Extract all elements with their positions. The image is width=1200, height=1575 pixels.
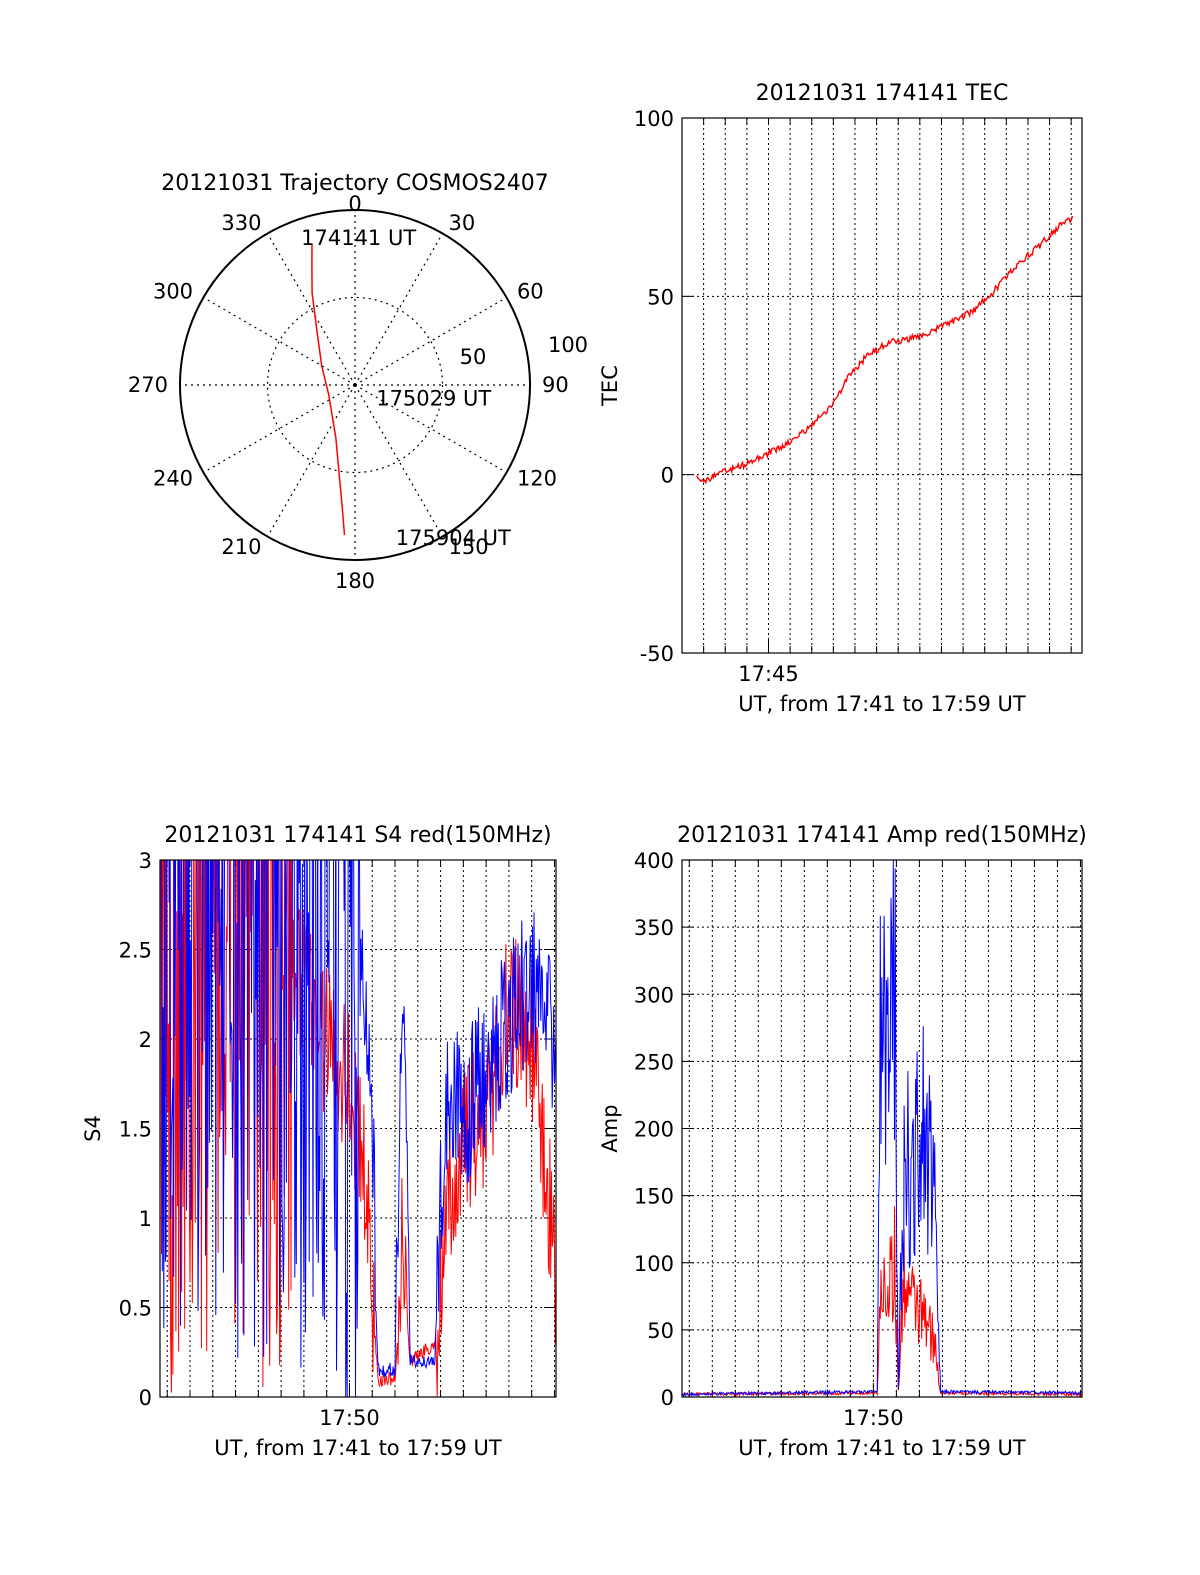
y-axis-label: Amp	[598, 1104, 622, 1152]
y-tick-label: 100	[634, 107, 674, 131]
chart-title: 20121031 174141 TEC	[756, 81, 1009, 106]
polar-azimuth-label: 30	[449, 211, 476, 235]
y-tick-label: 0	[661, 464, 674, 488]
polar-spoke-60	[354, 296, 507, 386]
series-group	[160, 860, 556, 1397]
plot-frame	[681, 117, 1083, 654]
y-tick-label: 50	[647, 285, 674, 309]
y-axis-label: S4	[81, 1115, 105, 1142]
x-tick-label: 17:45	[738, 662, 799, 686]
x-tick-label: 17:50	[843, 1406, 904, 1430]
polar-azimuth-label: 240	[153, 467, 193, 491]
x-tick-label: 17:50	[319, 1406, 380, 1430]
polar-chart-title: 20121031 Trajectory COSMOS2407	[161, 171, 548, 196]
chart-title: 20121031 174141 Amp red(150MHz)	[677, 823, 1087, 848]
polar-spoke-150	[354, 384, 444, 537]
polar-ring-50	[266, 296, 444, 474]
chart-2: 20121031 174141 S4 red(150MHz) 0 0.5 1 1.5 2 2…	[81, 823, 557, 1460]
polar-azimuth-label: 270	[128, 373, 168, 397]
polar-radial-label: 100	[548, 333, 588, 357]
y-tick-label: -50	[640, 642, 674, 666]
y-tick-label: 0.5	[119, 1297, 152, 1321]
polar-azimuth-label: 0	[348, 192, 361, 216]
polar-spoke-120	[354, 384, 507, 474]
polar-azimuth-label: 150	[449, 535, 489, 559]
x-axis-label: UT, from 17:41 to 17:59 UT	[214, 1436, 502, 1460]
y-tick-label: 1	[139, 1207, 152, 1231]
polar-spoke-30	[354, 233, 444, 386]
y-tick-label: 300	[634, 983, 674, 1007]
plot-frame	[159, 859, 557, 1398]
x-axis-label: UT, from 17:41 to 17:59 UT	[738, 692, 1026, 716]
polar-azimuth-label: 330	[221, 211, 261, 235]
chart-title: 20121031 174141 S4 red(150MHz)	[164, 823, 551, 848]
polar-azimuth-label: 120	[517, 467, 557, 491]
y-tick-label: 0	[139, 1386, 152, 1410]
polar-radial-label: 50	[460, 345, 487, 369]
polar-azimuth-label: 180	[335, 569, 375, 593]
polar-azimuth-label: 210	[221, 535, 261, 559]
polar-spoke-210	[266, 384, 356, 537]
chart-3: 20121031 174141 Amp red(150MHz) 0 50 100 150…	[598, 823, 1087, 1460]
polar-azimuth-label: 90	[542, 373, 569, 397]
y-tick-label: 200	[634, 1118, 674, 1142]
y-tick-label: 0	[661, 1386, 674, 1410]
x-axis-label: UT, from 17:41 to 17:59 UT	[738, 1436, 1026, 1460]
series-group	[696, 216, 1074, 485]
polar-time-annotation: 174141 UT	[301, 226, 416, 250]
series-line-0000ff	[682, 860, 1082, 1397]
y-tick-label: 100	[634, 1252, 674, 1276]
series-line-0000ff	[161, 860, 556, 1397]
series-line-ff0000	[696, 216, 1074, 485]
polar-time-annotation: 175904 UT	[396, 526, 511, 550]
y-axis-label: TEC	[598, 365, 622, 407]
polar-spoke-240	[203, 384, 356, 474]
y-tick-label: 400	[634, 849, 674, 873]
chart-1: 20121031 174141 TEC -50 0 50 100 17:45 UT, fro…	[598, 81, 1083, 716]
series-group	[682, 860, 1082, 1397]
y-tick-label: 350	[634, 916, 674, 940]
y-tick-label: 1.5	[119, 1118, 152, 1142]
polar-azimuth-label: 60	[517, 280, 544, 304]
y-tick-label: 2	[139, 1028, 152, 1052]
polar-time-annotation: 175029 UT	[376, 386, 491, 410]
y-tick-label: 3	[139, 849, 152, 873]
y-tick-label: 2.5	[119, 939, 152, 963]
polar-spoke-330	[266, 233, 356, 386]
y-tick-label: 150	[634, 1185, 674, 1209]
polar-spoke-300	[203, 296, 356, 386]
series-line-ff0000	[682, 1206, 1082, 1397]
polar-azimuth-label: 300	[153, 280, 193, 304]
y-tick-label: 50	[647, 1319, 674, 1343]
series-line-ff0000	[160, 860, 556, 1397]
plot-frame	[681, 859, 1083, 1398]
polar-trajectory-line	[311, 244, 346, 536]
y-tick-label: 250	[634, 1050, 674, 1074]
